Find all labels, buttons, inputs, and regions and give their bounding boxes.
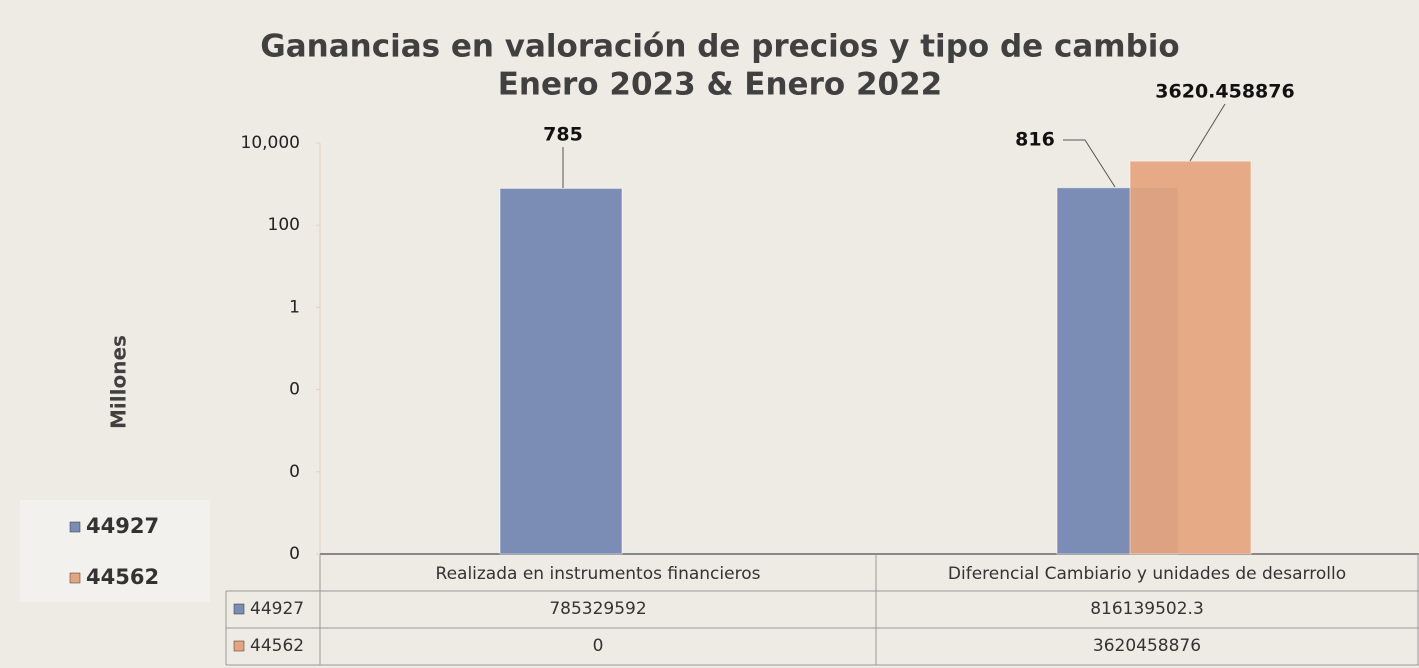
table-cell: 0 xyxy=(593,636,604,656)
x-tick-label: Realizada en instrumentos financieros xyxy=(436,564,761,584)
legend-swatch xyxy=(69,572,81,584)
table-swatch xyxy=(233,640,245,652)
y-tick-label: 100 xyxy=(268,215,300,235)
legend-label: 44927 xyxy=(86,514,159,538)
legend-label: 44562 xyxy=(86,565,159,589)
y-axis-label: Millones xyxy=(107,335,131,429)
chart-subtitle: Enero 2023 & Enero 2022 xyxy=(498,67,942,103)
table-cell: 816139502.3 xyxy=(1090,599,1204,619)
data-label: 3620.458876 xyxy=(1155,81,1294,103)
y-tick-label: 0 xyxy=(289,380,300,400)
data-label: 816 xyxy=(1015,129,1055,151)
data-table-grid xyxy=(225,554,1419,666)
table-row-label: 44562 xyxy=(250,636,304,656)
x-tick-label: Diferencial Cambiario y unidades de desa… xyxy=(948,564,1346,584)
y-tick-label: 10,000 xyxy=(241,133,300,153)
leader-line xyxy=(1063,139,1116,188)
y-tick-label: 0 xyxy=(289,462,300,482)
legend-swatch xyxy=(69,521,81,533)
leader-line xyxy=(1189,103,1226,162)
table-swatch xyxy=(233,603,245,615)
table-cell: 785329592 xyxy=(549,599,646,619)
chart-title: Ganancias en valoración de precios y tip… xyxy=(260,29,1179,65)
data-label: 785 xyxy=(543,124,583,146)
legend-box xyxy=(20,500,210,602)
bar xyxy=(499,187,623,555)
table-row-label: 44927 xyxy=(250,599,304,619)
bar xyxy=(1129,160,1252,555)
y-tick-label: 0 xyxy=(289,544,300,564)
y-tick-label: 1 xyxy=(289,297,300,317)
table-cell: 3620458876 xyxy=(1093,636,1201,656)
